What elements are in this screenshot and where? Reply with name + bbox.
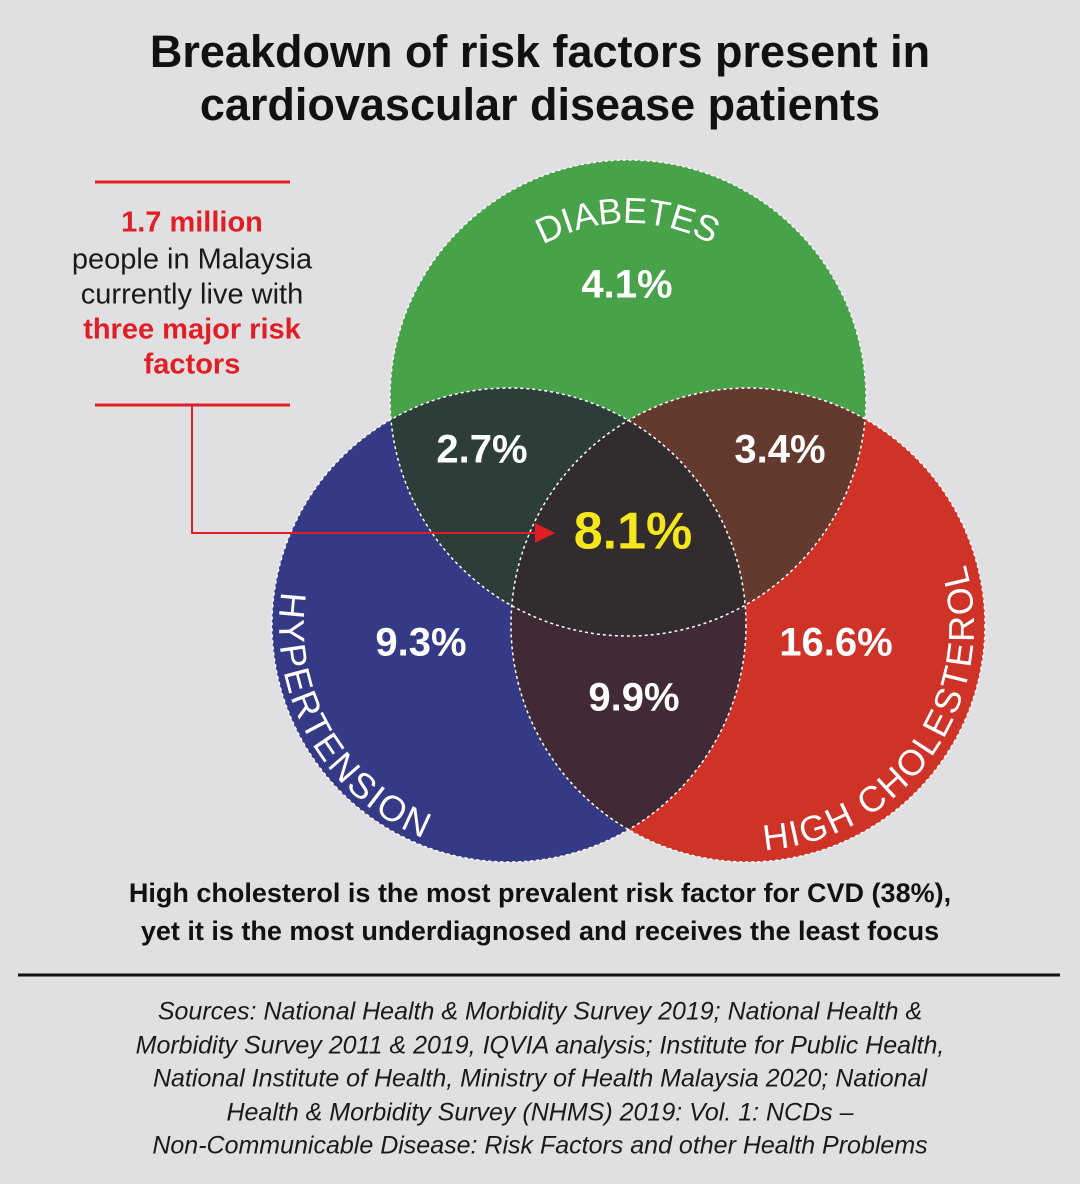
callout-text: factors xyxy=(144,349,241,381)
callout-text: currently live with xyxy=(81,279,303,311)
source-line: National Institute of Health, Ministry o… xyxy=(153,1065,928,1093)
region-value: 8.1% xyxy=(574,503,693,561)
region-value: 3.4% xyxy=(734,428,825,472)
source-line: Non-Communicable Disease: Risk Factors a… xyxy=(152,1132,927,1160)
region-value: 9.3% xyxy=(375,621,466,665)
region-value: 16.6% xyxy=(779,621,892,665)
source-line: Health & Morbidity Survey (NHMS) 2019: V… xyxy=(226,1099,854,1127)
region-value: 4.1% xyxy=(581,263,672,307)
source-line: Sources: National Health & Morbidity Sur… xyxy=(158,998,922,1026)
venn: DIABETES HYPERTENSION HIGH CHOLESTEROL 4… xyxy=(271,159,986,863)
statement: yet it is the most underdiagnosed and re… xyxy=(141,916,939,946)
callout: 1.7 million people in Malaysia currently… xyxy=(72,180,555,543)
region-value: 9.9% xyxy=(588,676,679,720)
callout-text: three major risk xyxy=(83,314,301,346)
title: cardiovascular disease patients xyxy=(200,79,880,130)
overlap xyxy=(511,388,746,636)
callout-text: people in Malaysia xyxy=(72,244,313,276)
region-value: 2.7% xyxy=(436,428,527,472)
callout-text: 1.7 million xyxy=(121,207,263,239)
source-line: Morbidity Survey 2011 & 2019, IQVIA anal… xyxy=(136,1032,945,1060)
statement: High cholesterol is the most prevalent r… xyxy=(129,878,951,908)
title: Breakdown of risk factors present in xyxy=(150,26,930,77)
